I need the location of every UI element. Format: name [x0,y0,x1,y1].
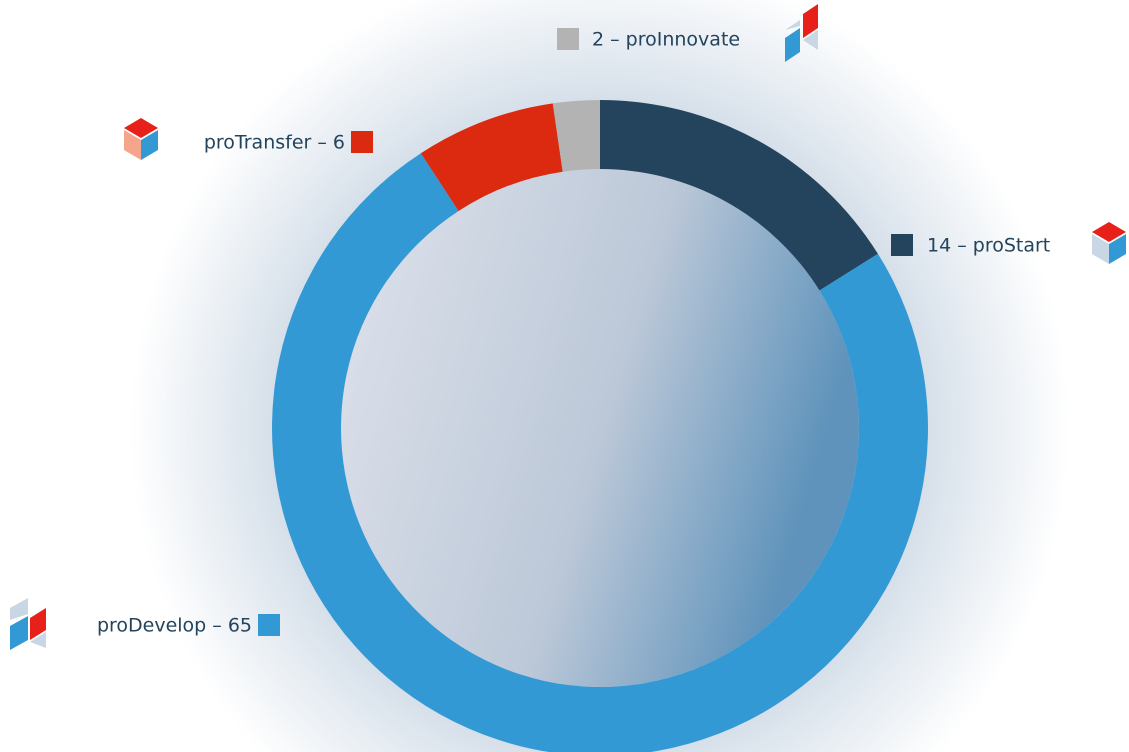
legend-swatch [258,614,280,636]
icon [124,118,158,160]
data-label: 14 – proStart [927,235,1050,257]
donut-segment [552,100,600,172]
legend-swatch [557,28,579,50]
data-label: 2 – proInnovate [592,29,740,51]
icon [785,4,818,62]
legend-swatch [351,131,373,153]
data-label: proTransfer – 6 [204,132,345,154]
icon [10,598,46,650]
icon [1092,222,1126,264]
legend-swatch [891,234,913,256]
donut-center [341,169,859,687]
donut-segment [420,103,563,212]
data-label: proDevelop – 65 [97,615,252,637]
donut-segment [600,100,878,291]
